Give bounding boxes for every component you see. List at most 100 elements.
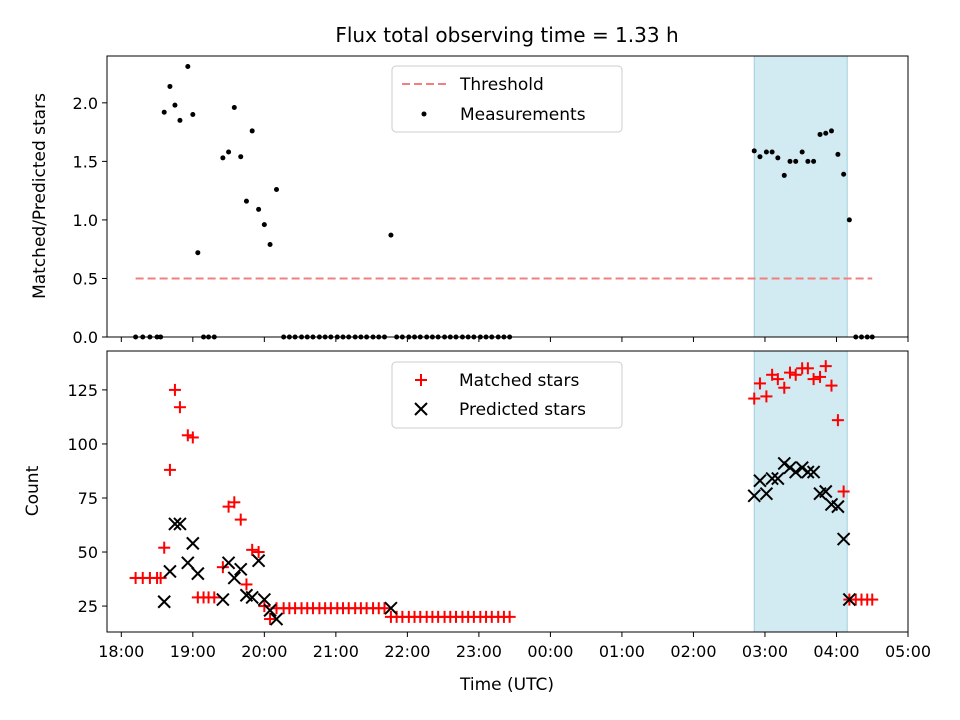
predicted-point bbox=[221, 556, 236, 570]
predicted-point-b bbox=[789, 465, 803, 479]
top-y-axis-label: Matched/Predicted stars bbox=[30, 93, 50, 299]
top-y-tick-label: 0.0 bbox=[73, 328, 98, 347]
matched-point bbox=[173, 401, 186, 414]
matched-point bbox=[819, 360, 832, 373]
matched-point bbox=[186, 431, 199, 444]
predicted-point bbox=[263, 603, 277, 618]
predicted-point-b bbox=[186, 536, 200, 551]
matched-point bbox=[234, 513, 247, 526]
x-tick-label: 18:00 bbox=[98, 642, 144, 661]
predicted-point bbox=[186, 536, 200, 551]
measurement-point bbox=[273, 186, 279, 192]
measurement-point bbox=[781, 172, 787, 178]
bottom-y-tick-label: 75 bbox=[78, 489, 98, 508]
measurement-point bbox=[243, 198, 249, 204]
matched-point bbox=[503, 610, 516, 623]
legend-matched-label: Matched stars bbox=[459, 371, 579, 391]
matched-point bbox=[753, 377, 766, 390]
measurement-point bbox=[751, 148, 757, 154]
legend-predicted-label: Predicted stars bbox=[459, 400, 586, 420]
top-y-tick-label: 0.5 bbox=[73, 269, 98, 288]
predicted-point-b bbox=[836, 532, 851, 546]
measurement-point bbox=[769, 149, 775, 155]
x-tick-label: 04:00 bbox=[813, 642, 859, 661]
measurement-point bbox=[793, 158, 799, 164]
predicted-point-b bbox=[269, 612, 284, 626]
predicted-point bbox=[157, 595, 171, 609]
predicted-point bbox=[765, 471, 779, 486]
top-y-tick-label: 1.5 bbox=[73, 152, 98, 171]
bottom-y-tick-label: 25 bbox=[78, 597, 98, 616]
predicted-point-b bbox=[181, 556, 195, 570]
top-series-measurements bbox=[133, 64, 875, 340]
predicted-point-b bbox=[216, 592, 230, 607]
predicted-point bbox=[747, 489, 761, 503]
x-tick-label: 22:00 bbox=[384, 642, 430, 661]
predicted-point bbox=[173, 517, 187, 531]
measurement-point bbox=[757, 154, 763, 160]
matched-point bbox=[168, 383, 181, 396]
predicted-point bbox=[163, 564, 177, 579]
measurement-point bbox=[167, 83, 173, 89]
matched-point bbox=[778, 381, 791, 394]
predicted-point-b bbox=[819, 484, 833, 499]
x-tick-label: 01:00 bbox=[599, 642, 645, 661]
predicted-point-b bbox=[759, 486, 774, 501]
predicted-point-b bbox=[765, 471, 779, 486]
measurement-point bbox=[799, 149, 805, 155]
predicted-point bbox=[771, 471, 785, 486]
bottom-y-axis-label: Count bbox=[23, 465, 43, 516]
legend-measurements-marker bbox=[421, 111, 427, 117]
predicted-point-b bbox=[257, 592, 272, 607]
predicted-point bbox=[384, 601, 398, 615]
predicted-point-b bbox=[753, 473, 767, 488]
predicted-point bbox=[168, 517, 182, 531]
x-tick-label: 02:00 bbox=[670, 642, 716, 661]
predicted-point-b bbox=[191, 566, 205, 581]
predicted-point bbox=[789, 465, 803, 479]
predicted-point bbox=[753, 473, 767, 488]
predicted-point-b bbox=[168, 517, 182, 531]
predicted-point-b bbox=[221, 556, 236, 570]
predicted-point-b bbox=[227, 571, 242, 585]
measurement-point bbox=[267, 242, 273, 248]
top-y-tick-label: 2.0 bbox=[73, 94, 98, 113]
predicted-point bbox=[245, 590, 259, 605]
matched-point bbox=[814, 370, 827, 383]
matched-point bbox=[228, 496, 241, 509]
predicted-point bbox=[191, 566, 205, 581]
predicted-point bbox=[831, 499, 845, 514]
predicted-point bbox=[227, 571, 242, 585]
matched-point bbox=[240, 578, 253, 591]
bottom-y-tick-label: 100 bbox=[67, 435, 98, 454]
measurement-point bbox=[823, 130, 829, 136]
x-tick-label: 20:00 bbox=[241, 642, 287, 661]
x-tick-label: 23:00 bbox=[456, 642, 502, 661]
matched-point bbox=[783, 366, 796, 379]
matched-point bbox=[825, 379, 838, 392]
matched-point bbox=[378, 602, 391, 615]
predicted-point-b bbox=[173, 517, 187, 531]
predicted-point bbox=[251, 553, 266, 568]
top-legend-frame bbox=[391, 65, 623, 133]
measurement-point bbox=[817, 131, 823, 137]
legend-measurements-label: Measurements bbox=[460, 105, 586, 125]
measurement-point bbox=[805, 158, 811, 164]
predicted-point-b bbox=[163, 564, 177, 579]
measurement-point bbox=[161, 109, 167, 115]
x-tick-label: 21:00 bbox=[313, 642, 359, 661]
bottom-y-tick-label: 125 bbox=[67, 381, 98, 400]
predicted-point bbox=[836, 532, 851, 546]
top-panel: 0.0 0.5 1.0 1.5 2.0 bbox=[73, 55, 909, 347]
predicted-point bbox=[801, 465, 815, 479]
bottom-y-tick-label: 50 bbox=[78, 543, 98, 562]
matched-point bbox=[158, 541, 171, 554]
bottom-panel: 25 50 75 100 125 18:00 19:00 20:00 21:00 22:00 23:… bbox=[67, 350, 931, 661]
x-tick-label: 05:00 bbox=[885, 642, 931, 661]
predicted-point-b bbox=[824, 497, 839, 512]
predicted-point bbox=[257, 592, 272, 607]
measurement-point bbox=[177, 117, 183, 123]
predicted-point-b bbox=[801, 465, 815, 479]
legend-predicted-marker bbox=[414, 402, 428, 416]
